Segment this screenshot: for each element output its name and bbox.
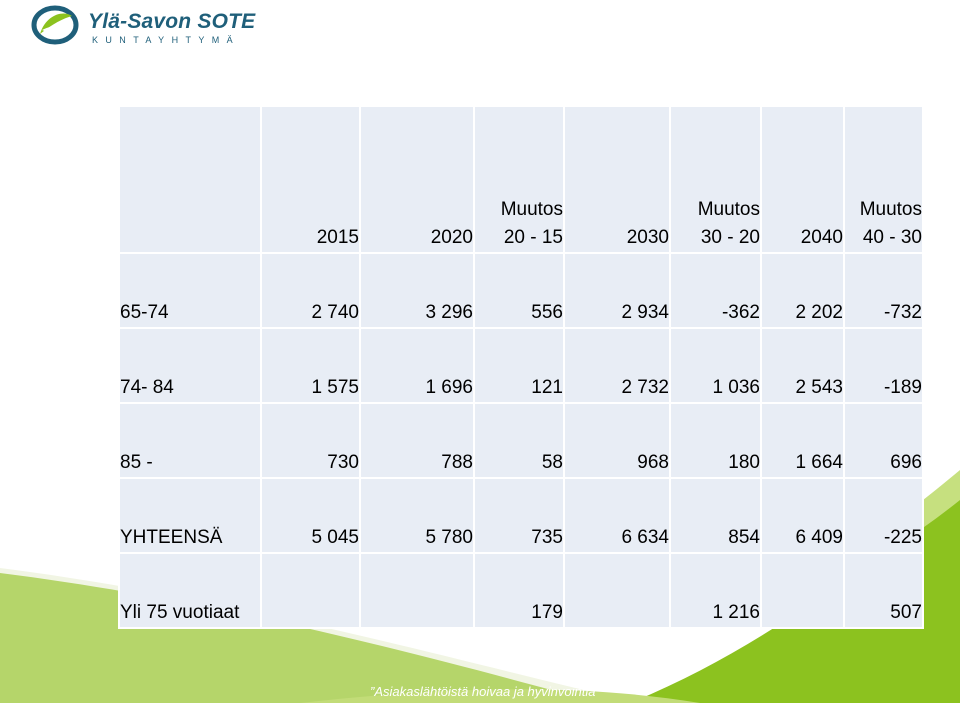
table-cell: 1 036 — [671, 329, 760, 402]
table-cell: 696 — [845, 404, 922, 477]
table-cell: 180 — [671, 404, 760, 477]
table-cell: 1 216 — [671, 554, 760, 627]
table-row: Yli 75 vuotiaat 179 1 216 507 — [120, 554, 922, 627]
table-cell — [762, 554, 843, 627]
table-header-row: 2015 2020 Muutos 20 - 15 2030 Muutos 30 - … — [120, 107, 922, 252]
logo: Ylä-Savon SOTE KUNTAYHTYMÄ — [30, 4, 290, 46]
table-cell: -189 — [845, 329, 922, 402]
table-cell: 556 — [475, 254, 563, 327]
logo-title: Ylä-Savon SOTE — [88, 10, 256, 33]
table-cell: -225 — [845, 479, 922, 552]
header-cell: 2015 — [262, 107, 359, 252]
table-cell: -732 — [845, 254, 922, 327]
row-label: 85 - — [120, 404, 260, 477]
table-cell — [361, 554, 473, 627]
row-label: Yli 75 vuotiaat — [120, 554, 260, 627]
table-cell: 5 045 — [262, 479, 359, 552]
row-label: 74- 84 — [120, 329, 260, 402]
table-cell: 1 664 — [762, 404, 843, 477]
table-cell: 2 934 — [565, 254, 669, 327]
table-cell: 788 — [361, 404, 473, 477]
table-cell: 1 575 — [262, 329, 359, 402]
logo-subtitle: KUNTAYHTYMÄ — [92, 35, 241, 45]
table-cell: -362 — [671, 254, 760, 327]
header-cell: 2040 — [762, 107, 843, 252]
table-cell: 968 — [565, 404, 669, 477]
table-row: 65-74 2 740 3 296 556 2 934 -362 2 202 -… — [120, 254, 922, 327]
table-cell: 5 780 — [361, 479, 473, 552]
header-cell: 2030 — [565, 107, 669, 252]
header-cell: Muutos 40 - 30 — [845, 107, 922, 252]
population-table: 2015 2020 Muutos 20 - 15 2030 Muutos 30 - … — [118, 105, 924, 629]
leaf-swirl-logo-icon — [31, 5, 79, 45]
header-cell: Muutos 20 - 15 — [475, 107, 563, 252]
table-cell: 3 296 — [361, 254, 473, 327]
table-cell: 121 — [475, 329, 563, 402]
table-row: 85 - 730 788 58 968 180 1 664 696 — [120, 404, 922, 477]
table-cell: 507 — [845, 554, 922, 627]
table-cell — [262, 554, 359, 627]
table-row: YHTEENSÄ 5 045 5 780 735 6 634 854 6 409… — [120, 479, 922, 552]
table-cell: 735 — [475, 479, 563, 552]
header-cell: 2020 — [361, 107, 473, 252]
table-cell: 2 202 — [762, 254, 843, 327]
table-cell: 6 634 — [565, 479, 669, 552]
table-cell: 1 696 — [361, 329, 473, 402]
table-cell: 854 — [671, 479, 760, 552]
row-label: YHTEENSÄ — [120, 479, 260, 552]
table-cell: 730 — [262, 404, 359, 477]
header-cell: Muutos 30 - 20 — [671, 107, 760, 252]
header-cell — [120, 107, 260, 252]
table-cell: 2 732 — [565, 329, 669, 402]
table-cell: 2 740 — [262, 254, 359, 327]
row-label: 65-74 — [120, 254, 260, 327]
table-row: 74- 84 1 575 1 696 121 2 732 1 036 2 543… — [120, 329, 922, 402]
table-cell: 6 409 — [762, 479, 843, 552]
table-cell — [565, 554, 669, 627]
footer-slogan: ”Asiakaslähtöistä hoivaa ja hyvinvointia… — [370, 684, 600, 699]
table-cell: 179 — [475, 554, 563, 627]
table-cell: 2 543 — [762, 329, 843, 402]
table-cell: 58 — [475, 404, 563, 477]
